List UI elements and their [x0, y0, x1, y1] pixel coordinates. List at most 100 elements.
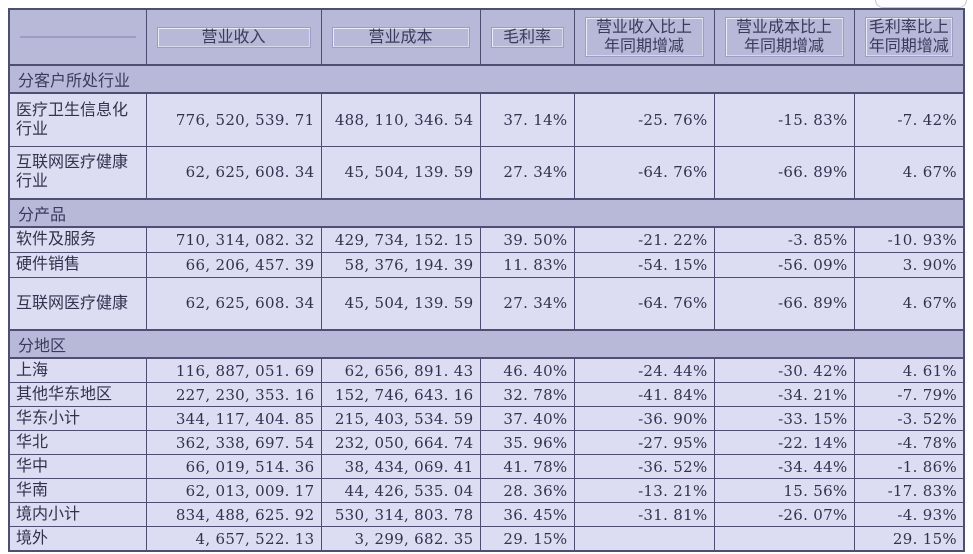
- cell-margin: 41. 78%: [479, 454, 575, 479]
- cell-revenue: 62, 625, 608. 34: [145, 145, 322, 200]
- cell-margin-yoy: -17. 83%: [853, 478, 965, 503]
- cell-revenue-yoy: -13. 21%: [573, 478, 715, 503]
- floating-tab[interactable]: [875, 0, 967, 8]
- cell-revenue: 710, 314, 082. 32: [145, 226, 322, 253]
- cell-margin-yoy: -1. 86%: [853, 454, 965, 479]
- header-inner-box: 毛利率比上 年同期增减: [864, 17, 953, 57]
- header-label: 年同期增减: [868, 38, 949, 55]
- header-label: 营业成本比上: [735, 19, 832, 36]
- table-row: 境内小计 834, 488, 625. 92 530, 314, 803. 78…: [8, 502, 965, 527]
- cell-margin-yoy: -4. 93%: [853, 502, 965, 527]
- header-inner-box: 毛利率: [490, 26, 564, 48]
- cell-revenue: 4, 657, 522. 13: [145, 526, 322, 552]
- cell-margin: 32. 78%: [479, 382, 575, 407]
- cell-revenue: 362, 338, 697. 54: [145, 430, 322, 455]
- header-label: 年同期增减: [743, 38, 824, 55]
- table-row: 华北 362, 338, 697. 54 232, 050, 664. 74 3…: [8, 430, 965, 455]
- col-header-margin: 毛利率: [479, 8, 575, 66]
- cell-margin-yoy: -3. 52%: [853, 406, 965, 431]
- section-title: 分客户所处行业: [8, 64, 965, 94]
- cell-cost-yoy: -56. 09%: [713, 251, 855, 278]
- col-header-revenue: 营业收入: [145, 8, 322, 66]
- cell-margin: 37. 40%: [479, 406, 575, 431]
- cell-margin: 37. 14%: [479, 92, 575, 147]
- row-label: 医疗卫生信息化行业: [8, 92, 147, 147]
- cell-margin-yoy: 4. 67%: [853, 276, 965, 331]
- cell-cost: 45, 504, 139. 59: [320, 145, 481, 200]
- table-row: 华东小计 344, 117, 404. 85 215, 403, 534. 59…: [8, 406, 965, 431]
- cell-cost: 58, 376, 194. 39: [320, 251, 481, 278]
- header-inner-box: 营业成本比上 年同期增减: [724, 17, 844, 57]
- row-label: 华南: [8, 478, 147, 503]
- row-label: 其他华东地区: [8, 382, 147, 407]
- cell-margin: 27. 34%: [479, 145, 575, 200]
- cell-cost: 215, 403, 534. 59: [320, 406, 481, 431]
- row-label: 互联网医疗健康行业: [8, 145, 147, 200]
- cell-cost-yoy: 15. 56%: [713, 478, 855, 503]
- cell-revenue: 834, 488, 625. 92: [145, 502, 322, 527]
- cell-revenue-yoy: -36. 90%: [573, 406, 715, 431]
- cell-cost-yoy: -26. 07%: [713, 502, 855, 527]
- table-row: 上海 116, 887, 051. 69 62, 656, 891. 43 46…: [8, 357, 965, 383]
- cell-margin-yoy: 4. 67%: [853, 145, 965, 200]
- cell-margin-yoy: 29. 15%: [853, 526, 965, 552]
- row-label: 华中: [8, 454, 147, 479]
- cell-revenue: 227, 230, 353. 16: [145, 382, 322, 407]
- section-title: 分产品: [8, 198, 965, 228]
- header-inner-box: 营业收入: [156, 26, 311, 48]
- cell-revenue-yoy: -36. 52%: [573, 454, 715, 479]
- cell-cost: 152, 746, 643. 16: [320, 382, 481, 407]
- row-label: 上海: [8, 357, 147, 383]
- cell-cost-yoy: -33. 15%: [713, 406, 855, 431]
- header-inner-box: 营业成本: [331, 26, 470, 48]
- cell-revenue: 66, 019, 514. 36: [145, 454, 322, 479]
- table-row: 其他华东地区 227, 230, 353. 16 152, 746, 643. …: [8, 382, 965, 407]
- row-label: 华东小计: [8, 406, 147, 431]
- cell-revenue: 116, 887, 051. 69: [145, 357, 322, 383]
- cell-margin: 27. 34%: [479, 276, 575, 331]
- header-label: 营业收入: [201, 28, 266, 46]
- cell-margin: 35. 96%: [479, 430, 575, 455]
- row-label: 硬件销售: [8, 251, 147, 278]
- row-label: 华北: [8, 430, 147, 455]
- col-header-revenue-yoy: 营业收入比上 年同期增减: [573, 8, 715, 66]
- row-label: 互联网医疗健康: [8, 276, 147, 331]
- table-row: 华中 66, 019, 514. 36 38, 434, 069. 41 41.…: [8, 454, 965, 479]
- cell-cost: 62, 656, 891. 43: [320, 357, 481, 383]
- cell-revenue: 776, 520, 539. 71: [145, 92, 322, 147]
- cell-revenue-yoy: -54. 15%: [573, 251, 715, 278]
- cell-cost: 530, 314, 803. 78: [320, 502, 481, 527]
- cell-cost-yoy: -22. 14%: [713, 430, 855, 455]
- section-row-by-product: 分产品: [8, 198, 965, 228]
- header-inner-box: 营业收入比上 年同期增减: [584, 17, 704, 57]
- cell-margin: 39. 50%: [479, 226, 575, 253]
- header-label: 毛利率: [502, 28, 551, 46]
- cell-cost: 488, 110, 346. 54: [320, 92, 481, 147]
- cell-margin-yoy: 3. 90%: [853, 251, 965, 278]
- cell-revenue-yoy: -64. 76%: [573, 145, 715, 200]
- table-row: 硬件销售 66, 206, 457. 39 58, 376, 194. 39 1…: [8, 251, 965, 278]
- cell-revenue: 344, 117, 404. 85: [145, 406, 322, 431]
- cell-cost-yoy: [713, 526, 855, 552]
- cell-revenue-yoy: -21. 22%: [573, 226, 715, 253]
- row-label: 软件及服务: [8, 226, 147, 253]
- section-row-by-region: 分地区: [8, 329, 965, 359]
- row-label: 境内小计: [8, 502, 147, 527]
- section-title: 分地区: [8, 329, 965, 359]
- table-row: 互联网医疗健康 62, 625, 608. 34 45, 504, 139. 5…: [8, 276, 965, 331]
- table-row: 境外 4, 657, 522. 13 3, 299, 682. 35 29. 1…: [8, 526, 965, 552]
- cell-revenue-yoy: -24. 44%: [573, 357, 715, 383]
- cell-revenue: 62, 013, 009. 17: [145, 478, 322, 503]
- cell-margin: 29. 15%: [479, 526, 575, 552]
- cell-cost-yoy: -30. 42%: [713, 357, 855, 383]
- header-label: 营业成本: [368, 28, 433, 46]
- table-row: 华南 62, 013, 009. 17 44, 426, 535. 04 28.…: [8, 478, 965, 503]
- cell-margin-yoy: 4. 61%: [853, 357, 965, 383]
- header-row: 营业收入 营业成本 毛利率 营业收入比上 年同期增减 营业成本比上 年同期增减 毛利…: [8, 8, 965, 66]
- table-row: 医疗卫生信息化行业 776, 520, 539. 71 488, 110, 34…: [8, 92, 965, 147]
- cell-revenue: 62, 625, 608. 34: [145, 276, 322, 331]
- cell-cost: 38, 434, 069. 41: [320, 454, 481, 479]
- header-label: 营业收入比上: [595, 19, 692, 36]
- cell-margin: 36. 45%: [479, 502, 575, 527]
- cell-margin: 11. 83%: [479, 251, 575, 278]
